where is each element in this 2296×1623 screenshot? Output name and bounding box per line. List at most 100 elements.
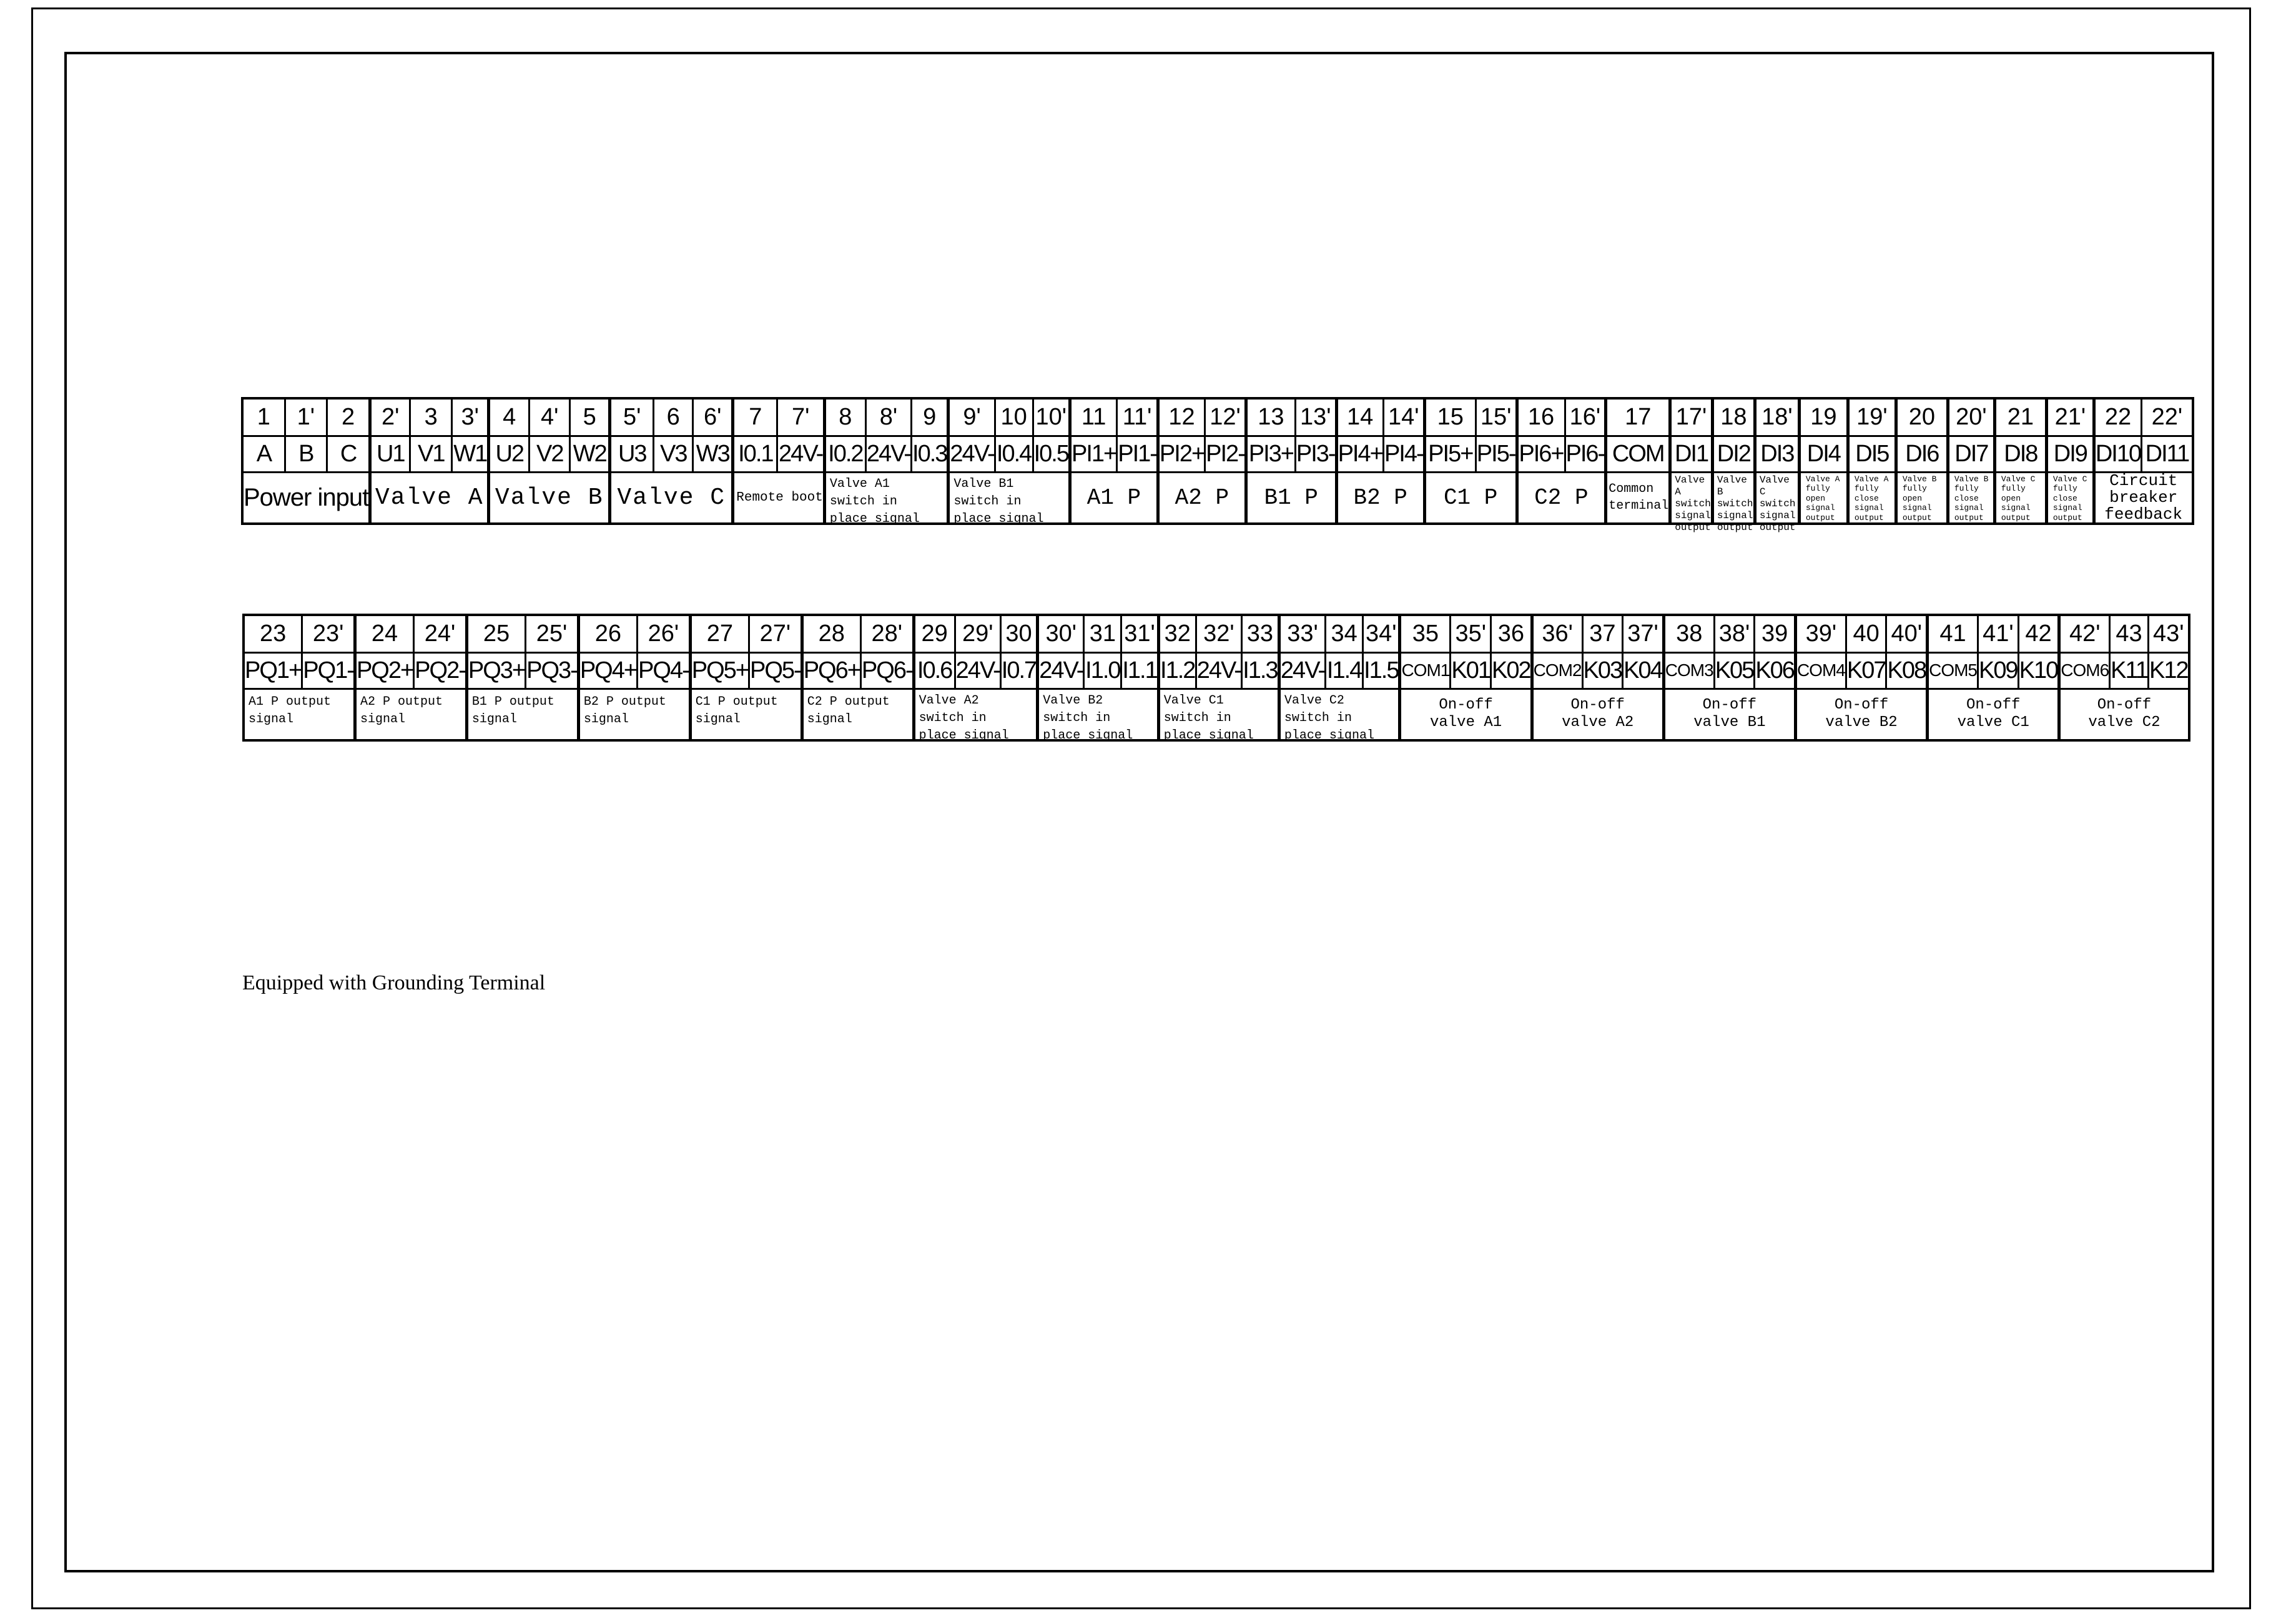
terminal-signal-cell: A [241, 434, 286, 473]
terminal-signal-cell: PQ5+ [688, 651, 750, 690]
terminal-number-cell: 30' [1036, 614, 1085, 654]
terminal-signal-cell: DI4 [1797, 434, 1849, 473]
terminal-signal-cell: DI2 [1710, 434, 1756, 473]
terminal-signal-cell: PI3- [1294, 434, 1338, 473]
terminal-group-cell: Valve B [487, 471, 611, 524]
terminal-group-cell: A2 P output signal [353, 687, 468, 741]
terminal-signal-cell: PI3+ [1244, 434, 1296, 473]
terminal-number-cell: 33' [1277, 614, 1327, 654]
terminal-group-cell: Remote boot [731, 471, 825, 524]
terminal-group-cell: Valve C [608, 471, 734, 524]
terminal-number-cell: 20 [1894, 397, 1949, 437]
terminal-group-cell: C1 P output signal [688, 687, 803, 741]
terminal-number-cell: 40' [1885, 614, 1929, 654]
terminal-signal-cell: PI2+ [1156, 434, 1206, 473]
terminal-signal-cell: W3 [692, 434, 734, 473]
terminal-number-cell: 34 [1324, 614, 1364, 654]
terminal-signal-cell: I0.6 [912, 651, 956, 690]
terminal-number-cell: 12 [1156, 397, 1206, 437]
terminal-signal-cell: B [283, 434, 328, 473]
terminal-number-cell: 42' [2057, 614, 2111, 654]
terminal-signal-cell: I1.0 [1083, 651, 1123, 690]
terminal-signal-cell: W2 [569, 434, 611, 473]
terminal-signal-cell: DI6 [1894, 434, 1949, 473]
terminal-number-cell: 25 [465, 614, 527, 654]
terminal-signal-cell: COM2 [1530, 651, 1584, 690]
terminal-number-cell: 16' [1564, 397, 1607, 437]
terminal-signal-cell: I0.7 [999, 651, 1039, 690]
terminal-number-cell: 28 [800, 614, 862, 654]
terminal-signal-cell: I1.5 [1362, 651, 1401, 690]
terminal-number-cell: 29 [912, 614, 956, 654]
terminal-number-cell: 27' [747, 614, 803, 654]
terminal-signal-cell: 24V- [953, 651, 1002, 690]
grounding-note: Equipped with Grounding Terminal [242, 971, 546, 994]
terminal-group-cell: Valve B fully open signal output [1894, 471, 1949, 524]
upper-table-r-num: 1 1' 2 2' 3 3' 4 4' 5 5' 6 6' 7 7' 8 8' 9 9' 10 10' 11 11' 12 1… [241, 397, 2194, 437]
terminal-number-cell: 8' [864, 397, 913, 437]
terminal-signal-cell: I0.3 [910, 434, 950, 473]
terminal-number-cell: 36' [1530, 614, 1584, 654]
terminal-number-cell: 21 [1993, 397, 2047, 437]
terminal-number-cell: 18 [1710, 397, 1756, 437]
terminal-signal-cell: COM [1604, 434, 1672, 473]
terminal-signal-cell: V1 [409, 434, 453, 473]
terminal-signal-cell: COM1 [1398, 651, 1452, 690]
terminal-group-cell: Valve A fully close signal output [1846, 471, 1897, 524]
terminal-number-cell: 11 [1068, 397, 1118, 437]
terminal-signal-cell: K04 [1622, 651, 1665, 690]
terminal-signal-cell: PQ2- [413, 651, 468, 690]
terminal-number-cell: 36 [1490, 614, 1533, 654]
terminal-number-cell: 17' [1668, 397, 1713, 437]
terminal-number-cell: 42 [2017, 614, 2061, 654]
terminal-signal-cell: C [325, 434, 372, 473]
terminal-number-cell: 26 [576, 614, 639, 654]
terminal-group-cell: Valve B fully close signal output [1946, 471, 1996, 524]
terminal-number-cell: 17 [1604, 397, 1672, 437]
terminal-signal-cell: K09 [1977, 651, 2019, 690]
terminal-number-cell: 32 [1156, 614, 1197, 654]
terminal-number-cell: 22' [2141, 397, 2194, 437]
terminal-number-cell: 27 [688, 614, 750, 654]
terminal-signal-cell: 24V- [776, 434, 825, 473]
terminal-number-cell: 41' [1977, 614, 2019, 654]
terminal-number-cell: 16 [1515, 397, 1566, 437]
terminal-signal-cell: I1.2 [1156, 651, 1197, 690]
terminal-signal-cell: K02 [1490, 651, 1533, 690]
terminal-group-cell: Valve B1 switch in place signal [947, 471, 1071, 526]
terminal-group-cell: C2 P [1515, 471, 1607, 524]
terminal-number-cell: 37 [1581, 614, 1624, 654]
terminal-group-cell: Power input [241, 471, 372, 524]
terminal-number-cell: 24 [353, 614, 415, 654]
terminal-group-cell: Valve C switch signal output [1753, 471, 1800, 533]
terminal-signal-cell: V3 [653, 434, 694, 473]
terminal-number-cell: 20' [1946, 397, 1996, 437]
terminal-number-cell: 5 [569, 397, 611, 437]
terminal-group-cell: Valve C fully close signal output [2044, 471, 2095, 524]
terminal-number-cell: 18' [1753, 397, 1800, 437]
terminal-number-cell: 26' [636, 614, 691, 654]
terminal-table-upper: 1 1' 2 2' 3 3' 4 4' 5 5' 6 6' 7 7' 8 8' 9 9' 10 10' 11 11' 12 1… [241, 397, 2194, 533]
terminal-number-cell: 28' [859, 614, 915, 654]
terminal-signal-cell: K06 [1753, 651, 1796, 690]
terminal-signal-cell: PQ1- [301, 651, 356, 690]
terminal-signal-cell: I1.3 [1240, 651, 1280, 690]
terminal-signal-cell: I0.5 [1032, 434, 1071, 473]
terminal-number-cell: 9 [910, 397, 950, 437]
terminal-signal-cell: I1.1 [1120, 651, 1160, 690]
terminal-number-cell: 29' [953, 614, 1002, 654]
lower-table-r-sig: PQ1+ PQ1- PQ2+ PQ2- PQ3+ PQ3- PQ4+ PQ4- PQ5+ PQ5-… [242, 651, 2190, 690]
terminal-group-cell: On-off valve A1 [1398, 687, 1533, 741]
terminal-group-cell: B2 P output signal [576, 687, 691, 741]
upper-table-r-sig: A B C U1 V1 W1 U2 V2 W2 U3 V3 W3 I0.1 24V- I0.2 24V- I0.… [241, 434, 2194, 473]
terminal-group-cell: Valve A2 switch in place signal [912, 687, 1039, 743]
terminal-group-cell: On-off valve B1 [1662, 687, 1796, 741]
terminal-number-cell: 31 [1083, 614, 1123, 654]
lower-table-r-grp: A1 P output signal A2 P output signal B1 P… [242, 687, 2190, 743]
terminal-number-cell: 43' [2147, 614, 2190, 654]
terminal-signal-cell: PQ2+ [353, 651, 415, 690]
terminal-number-cell: 1 [241, 397, 286, 437]
terminal-number-cell: 35' [1449, 614, 1492, 654]
terminal-number-cell: 6' [692, 397, 734, 437]
terminal-number-cell: 15 [1422, 397, 1477, 437]
